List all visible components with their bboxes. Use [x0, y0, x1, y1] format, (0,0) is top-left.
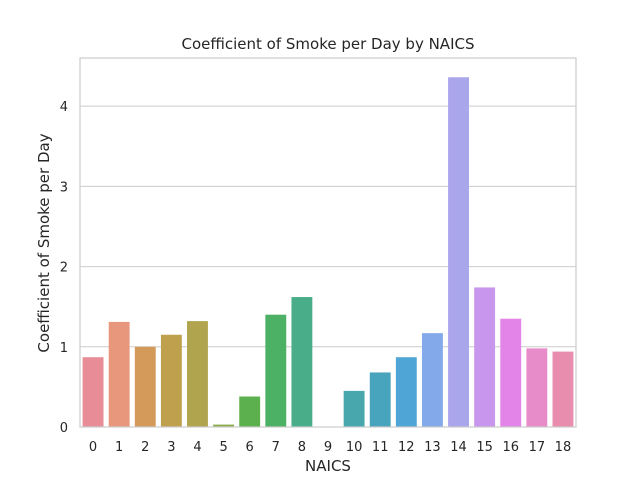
bar-14 [448, 77, 469, 428]
x-tick-label: 1 [115, 440, 123, 455]
x-tick-label: 3 [167, 440, 175, 455]
x-tick-label: 5 [219, 440, 227, 455]
x-tick-label: 17 [529, 440, 546, 455]
bar-13 [421, 333, 443, 427]
y-axis-label: Coefficient of Smoke per Day [35, 133, 53, 352]
chart-title: Coefficient of Smoke per Day by NAICS [181, 35, 474, 53]
x-tick-label: 14 [450, 440, 467, 455]
bar-18 [552, 351, 574, 427]
bar-5 [213, 424, 235, 427]
bars [82, 77, 574, 428]
bar-10 [343, 390, 365, 427]
x-tick-label: 12 [398, 440, 415, 455]
bar-6 [239, 396, 261, 427]
x-tick-label: 0 [89, 440, 97, 455]
x-tick-label: 11 [372, 440, 389, 455]
bar-0 [82, 357, 104, 427]
x-tick-label: 2 [141, 440, 149, 455]
y-tick-label: 3 [60, 180, 68, 195]
bar-4 [187, 321, 208, 427]
y-tick-label: 1 [60, 341, 68, 356]
bar-12 [395, 357, 417, 427]
x-tick-labels: 0 1 2 3 4 5 6 7 8 9 10 11 12 13 14 15 16 17 18 [89, 440, 571, 455]
x-tick-label: 6 [246, 440, 254, 455]
bar-17 [526, 348, 548, 427]
x-tick-label: 4 [193, 440, 201, 455]
bar-16 [500, 318, 522, 427]
bar-7 [265, 314, 287, 427]
y-tick-labels: 0 1 2 3 4 [60, 100, 68, 436]
bar-15 [474, 287, 496, 427]
x-tick-label: 13 [424, 440, 441, 455]
y-tick-label: 2 [60, 261, 68, 276]
bar-3 [160, 334, 182, 427]
x-tick-label: 10 [346, 440, 363, 455]
plot-frame [79, 57, 577, 428]
x-tick-label: 15 [476, 440, 493, 455]
bar-8 [291, 297, 313, 427]
x-tick-label: 16 [502, 440, 519, 455]
x-tick-label: 7 [272, 440, 280, 455]
bar-11 [369, 372, 391, 427]
x-axis-label: NAICS [305, 457, 351, 475]
bar-1 [108, 321, 130, 427]
x-tick-label: 18 [555, 440, 572, 455]
x-tick-label: 9 [324, 440, 332, 455]
x-tick-label: 8 [298, 440, 306, 455]
bar-2 [134, 346, 156, 427]
y-tick-label: 4 [60, 100, 68, 115]
y-tick-label: 0 [60, 421, 68, 436]
